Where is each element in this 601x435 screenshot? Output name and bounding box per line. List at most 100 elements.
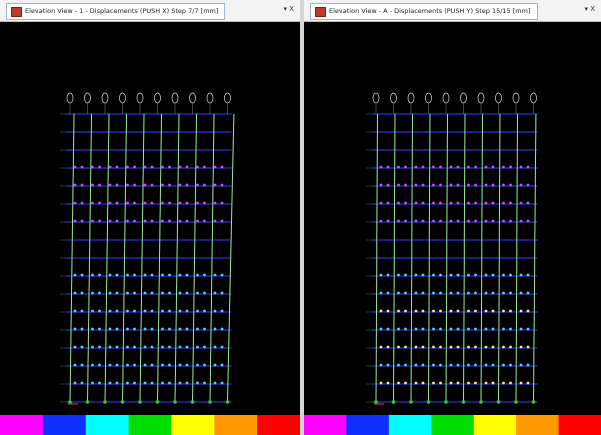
hinge xyxy=(450,346,453,349)
hinge xyxy=(133,310,136,313)
legend-swatch xyxy=(171,415,214,435)
hinge xyxy=(161,310,164,313)
legend-swatch xyxy=(474,415,517,435)
hinge xyxy=(415,292,418,295)
hinge xyxy=(203,274,206,277)
hinge xyxy=(151,220,154,223)
support xyxy=(226,400,230,404)
hinge xyxy=(422,184,425,187)
hinge xyxy=(450,220,453,223)
hinge xyxy=(168,328,171,331)
window-controls[interactable]: ▾ X xyxy=(584,5,595,13)
hinge xyxy=(457,184,460,187)
hinge xyxy=(387,184,390,187)
hinge xyxy=(91,274,94,277)
hinge xyxy=(485,310,488,313)
hinge xyxy=(492,328,495,331)
hinge xyxy=(527,382,530,385)
hinge xyxy=(450,364,453,367)
hinge xyxy=(457,364,460,367)
support xyxy=(86,400,90,404)
hinge xyxy=(404,364,407,367)
hinge xyxy=(109,328,112,331)
hinge xyxy=(520,220,523,223)
hinge xyxy=(221,292,224,295)
hinge xyxy=(520,202,523,205)
hinge xyxy=(109,382,112,385)
hinge xyxy=(144,292,147,295)
hinge xyxy=(221,328,224,331)
hinge xyxy=(179,292,182,295)
hinge xyxy=(380,328,383,331)
hinge xyxy=(404,382,407,385)
hinge xyxy=(98,166,101,169)
hinge xyxy=(168,364,171,367)
hinge xyxy=(214,364,217,367)
window-tab[interactable]: Elevation View - A - Displacements (PUSH… xyxy=(310,3,538,20)
window-controls[interactable]: ▾ X xyxy=(283,5,294,13)
hinge xyxy=(527,184,530,187)
support xyxy=(374,400,378,404)
hinge xyxy=(450,292,453,295)
elevation-window: Elevation View - 1 - Displacements (PUSH… xyxy=(0,0,300,435)
grid-bubble xyxy=(443,93,449,103)
hinge xyxy=(387,310,390,313)
legend-swatch xyxy=(43,415,86,435)
hinge xyxy=(520,184,523,187)
hinge xyxy=(474,346,477,349)
hinge xyxy=(380,292,383,295)
hinge xyxy=(474,166,477,169)
hinge xyxy=(151,166,154,169)
hinge xyxy=(485,274,488,277)
hinge xyxy=(144,220,147,223)
hinge xyxy=(439,184,442,187)
hinge xyxy=(133,328,136,331)
hinge xyxy=(203,328,206,331)
hinge xyxy=(387,202,390,205)
hinge xyxy=(109,166,112,169)
hinge xyxy=(450,382,453,385)
hinge xyxy=(397,346,400,349)
hinge xyxy=(179,274,182,277)
elevation-window: Elevation View - A - Displacements (PUSH… xyxy=(304,0,601,435)
hinge xyxy=(387,328,390,331)
elevation-view xyxy=(0,22,300,435)
hinge xyxy=(457,292,460,295)
hinge xyxy=(116,364,119,367)
hinge xyxy=(422,202,425,205)
hinge xyxy=(116,274,119,277)
support xyxy=(68,400,72,404)
hinge xyxy=(467,364,470,367)
hinge xyxy=(179,184,182,187)
legend-swatch xyxy=(516,415,559,435)
hinge xyxy=(387,220,390,223)
hinge xyxy=(474,310,477,313)
hinge xyxy=(186,382,189,385)
hinge xyxy=(81,202,84,205)
hinge xyxy=(397,274,400,277)
hinge xyxy=(116,220,119,223)
hinge xyxy=(109,220,112,223)
hinge xyxy=(422,346,425,349)
hinge xyxy=(397,328,400,331)
hinge xyxy=(404,274,407,277)
hinge xyxy=(74,220,77,223)
hinge xyxy=(415,328,418,331)
hinge xyxy=(221,364,224,367)
window-tab[interactable]: Elevation View - 1 - Displacements (PUSH… xyxy=(6,3,225,20)
hinge xyxy=(457,202,460,205)
hinge xyxy=(168,292,171,295)
hinge xyxy=(161,328,164,331)
support xyxy=(173,400,177,404)
hinge xyxy=(380,184,383,187)
hinge xyxy=(214,274,217,277)
hinge xyxy=(196,166,199,169)
hinge xyxy=(502,220,505,223)
hinge xyxy=(91,202,94,205)
hinge xyxy=(161,166,164,169)
hinge xyxy=(203,184,206,187)
hinge xyxy=(186,328,189,331)
hinge xyxy=(203,364,206,367)
hinge xyxy=(186,274,189,277)
hinge xyxy=(502,328,505,331)
